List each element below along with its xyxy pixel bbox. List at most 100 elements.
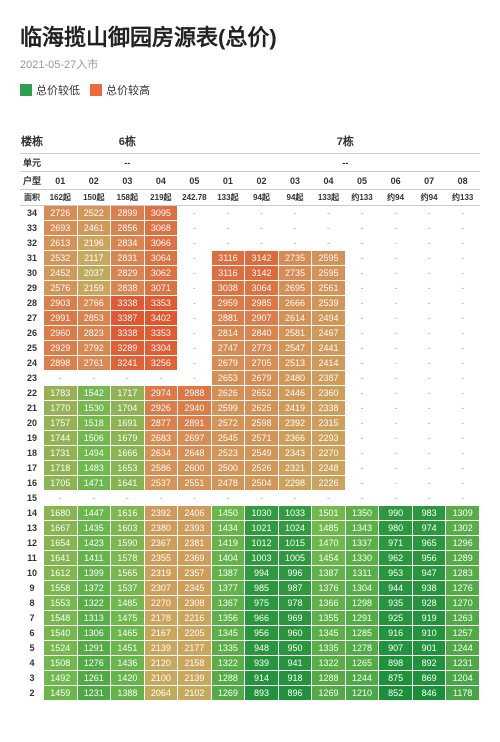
price-cell: 947 [412,566,446,581]
price-cell: 1680 [44,506,78,521]
price-cell: 2523 [211,446,245,461]
table-row: 1116411411157823552369140410031005145413… [21,551,480,566]
col-num: 08 [446,172,480,190]
price-cell: 1296 [446,536,480,551]
price-cell: 2735 [278,251,312,266]
legend-low-label: 总价较低 [36,82,80,98]
col-num: 05 [345,172,379,190]
price-cell: - [379,446,413,461]
price-cell: 3304 [144,341,178,356]
price-cell: 2357 [178,566,212,581]
col-area: 242.78 [178,190,212,206]
price-cell: 1387 [211,566,245,581]
price-cell: 1005 [278,551,312,566]
price-cell: 2823 [77,326,111,341]
price-cell: 2298 [278,476,312,491]
price-cell: 983 [412,506,446,521]
price-cell: - [446,446,480,461]
floor-label: 5 [21,641,44,656]
price-cell: 2613 [44,236,78,251]
price-cell: - [245,491,279,506]
price-cell: 1454 [312,551,346,566]
price-cell: 1399 [77,566,111,581]
price-cell: 925 [379,611,413,626]
col-area: 150起 [77,190,111,206]
price-cell: 896 [278,686,312,701]
floor-label: 22 [21,386,44,401]
price-cell: 1553 [44,596,78,611]
price-cell: 2139 [144,641,178,656]
floor-label: 34 [21,206,44,221]
price-cell: - [345,416,379,431]
price-cell: - [446,266,480,281]
price-cell: 3402 [144,311,178,326]
table-row: 22178315421717297429882626265224462360--… [21,386,480,401]
price-cell: - [446,296,480,311]
price-cell: 2205 [178,626,212,641]
price-cell: - [144,491,178,506]
price-cell: 2446 [278,386,312,401]
price-cell: 846 [412,686,446,701]
price-cell: 3241 [111,356,145,371]
floor-label: 29 [21,281,44,296]
price-cell: - [278,491,312,506]
price-cell: 2877 [144,416,178,431]
floor-label: 30 [21,266,44,281]
price-cell: - [379,386,413,401]
price-cell: 938 [412,581,446,596]
price-cell: - [345,326,379,341]
floor-label: 27 [21,311,44,326]
price-cell: 2345 [178,581,212,596]
price-cell: 2037 [77,266,111,281]
col-num: 07 [412,172,446,190]
price-cell: 1483 [77,461,111,476]
price-cell: 910 [412,626,446,641]
price-cell: 3116 [211,251,245,266]
price-cell: 1518 [77,416,111,431]
floor-label: 24 [21,356,44,371]
price-cell: 1704 [111,401,145,416]
table-row: 7154813131475217822161356966969135512919… [21,611,480,626]
price-cell: 2766 [77,296,111,311]
col-num: 02 [245,172,279,190]
price-cell: 2139 [178,671,212,686]
price-cell: 852 [379,686,413,701]
table-row: 23-----2653267924802387---- [21,371,480,386]
price-cell: 1411 [77,551,111,566]
price-cell: 1548 [44,611,78,626]
floor-label: 8 [21,596,44,611]
price-cell: 974 [412,521,446,536]
price-cell: - [245,221,279,236]
price-cell: - [446,281,480,296]
table-row: 15------------- [21,491,480,506]
price-cell: 2761 [77,356,111,371]
price-cell: 956 [245,626,279,641]
price-cell: 1471 [77,476,111,491]
price-cell: 2926 [144,401,178,416]
price-cell: 2380 [144,521,178,536]
price-cell: 1330 [345,551,379,566]
price-cell: 1021 [245,521,279,536]
price-cell: - [379,461,413,476]
price-cell: 996 [278,566,312,581]
price-cell: - [44,491,78,506]
table-row: 16170514711641253725512478250422982226--… [21,476,480,491]
price-cell: 2735 [278,266,312,281]
price-cell: - [345,311,379,326]
price-cell: - [345,386,379,401]
price-table: 楼栋6栋7栋单元----户型01020304050102030405060708… [20,128,480,701]
price-cell: 2319 [144,566,178,581]
legend-low: 总价较低 [20,82,80,98]
table-body: 342726252228993095---------3326932461285… [21,206,480,701]
price-cell: - [211,491,245,506]
price-cell: - [412,476,446,491]
price-cell: - [211,221,245,236]
legend-high-swatch [90,84,102,96]
table-row: 292576215928383071-3038306426952561---- [21,281,480,296]
price-cell: - [412,356,446,371]
price-cell: 928 [412,596,446,611]
floor-label: 15 [21,491,44,506]
price-cell: 1506 [77,431,111,446]
price-cell: 2360 [312,386,346,401]
price-cell: 1335 [211,641,245,656]
